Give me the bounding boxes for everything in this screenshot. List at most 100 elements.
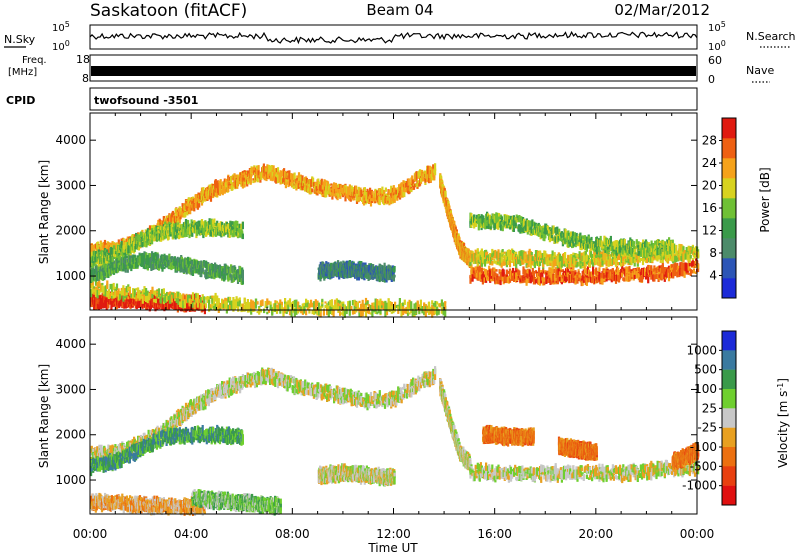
- echo-cell: [504, 252, 506, 254]
- nave-label: Nave: [746, 64, 774, 77]
- echo-cell: [395, 188, 397, 190]
- echo-cell: [622, 257, 624, 261]
- echo-band: [242, 163, 436, 206]
- echo-cell: [497, 277, 499, 285]
- freq-label-1: Freq.: [22, 55, 47, 66]
- echo-cell: [633, 241, 635, 244]
- echo-cell: [607, 270, 609, 273]
- echo-cell: [554, 252, 556, 257]
- echo-cell: [556, 227, 558, 236]
- echo-cell: [529, 269, 531, 277]
- noise-right-label: N.Search: [746, 30, 796, 43]
- echo-cell: [549, 263, 551, 267]
- freq-panel: Freq. [MHz] 18 8 60 0 Nave: [8, 53, 774, 86]
- echo-cell: [591, 277, 593, 283]
- echo-cell: [525, 270, 527, 277]
- echo-cell: [106, 280, 108, 289]
- echo-cell: [493, 259, 495, 264]
- echo-cell: [512, 268, 514, 273]
- echo-cell: [651, 252, 653, 257]
- echo-cell: [576, 279, 578, 284]
- echo-cell: [595, 259, 597, 262]
- echo-cell: [531, 252, 533, 256]
- echo-cell: [479, 267, 481, 273]
- echo-cell: [532, 256, 534, 261]
- noise-trace: [90, 32, 697, 43]
- echo-cell: [692, 258, 694, 260]
- echo-cell: [434, 163, 436, 169]
- noise-tick-bottom-left: 100: [52, 39, 70, 53]
- freq-trace: [91, 66, 696, 76]
- echo-cell: [691, 270, 693, 274]
- echo-cell: [672, 248, 674, 256]
- echo-cell: [600, 252, 602, 255]
- echo-cell: [600, 273, 602, 279]
- echo-cell: [617, 256, 619, 260]
- echo-cell: [627, 259, 629, 263]
- freq-tick-top: 18: [76, 53, 90, 66]
- echo-cell: [592, 266, 594, 275]
- cpid-value: twofsound -3501: [94, 94, 198, 107]
- echo-cell: [600, 254, 602, 258]
- echo-cell: [672, 270, 674, 279]
- echo-cell: [692, 260, 694, 265]
- echo-cell: [486, 222, 488, 226]
- echo-cell: [495, 269, 497, 272]
- freq-label-2: [MHz]: [8, 67, 37, 78]
- echo-cell: [434, 169, 436, 176]
- echo-cell: [559, 254, 561, 263]
- echo-cell: [638, 252, 640, 255]
- echo-band: [439, 173, 472, 268]
- echo-cell: [617, 262, 619, 265]
- echo-cell: [675, 245, 677, 250]
- echo-cell: [179, 217, 181, 220]
- echo-cell: [688, 273, 690, 275]
- echo-cell: [553, 225, 555, 234]
- cpid-panel: CPID twofsound -3501: [6, 88, 697, 110]
- echo-cell: [408, 178, 410, 183]
- echo-cell: [638, 241, 640, 244]
- site-title: Saskatoon (fitACF): [90, 1, 247, 21]
- freq-tick-bottom: 8: [82, 72, 89, 85]
- date-title: 02/Mar/2012: [614, 1, 710, 19]
- echo-cell: [576, 262, 578, 267]
- echo-cell: [623, 277, 625, 281]
- nave-tick-top: 60: [708, 54, 722, 67]
- echo-cell: [497, 251, 499, 257]
- noise-panel: N.Sky 105 100 105 100 N.Search: [4, 20, 796, 53]
- echo-cell: [584, 267, 586, 274]
- echo-cell: [518, 215, 520, 222]
- echo-cell: [601, 261, 603, 265]
- echo-cell: [541, 272, 543, 276]
- echo-cell: [653, 274, 655, 282]
- echo-cell: [671, 264, 673, 268]
- echo-cell: [385, 188, 387, 192]
- echo-cell: [491, 261, 493, 266]
- echo-cell: [472, 274, 474, 282]
- noise-tick-top-right: 105: [708, 20, 726, 34]
- echo-cell: [251, 174, 253, 176]
- echo-cell: [557, 276, 559, 285]
- beam-title: Beam 04: [366, 1, 433, 19]
- echo-cell: [503, 269, 505, 275]
- echo-cell: [690, 255, 692, 259]
- echo-cell: [646, 258, 648, 263]
- echo-band: [90, 279, 446, 318]
- noise-tick-top-left: 105: [52, 20, 70, 34]
- echo-cell: [590, 237, 592, 240]
- echo-band: [469, 212, 674, 258]
- echo-cell: [543, 278, 545, 282]
- echo-cell: [525, 251, 527, 253]
- echo-cell: [311, 188, 313, 192]
- echo-cell: [684, 250, 686, 253]
- echo-cell: [694, 255, 696, 257]
- echo-cell: [582, 262, 584, 266]
- echo-cell: [473, 253, 475, 262]
- nave-tick-bottom: 0: [708, 73, 715, 86]
- echo-cell: [535, 279, 537, 283]
- echo-cell: [693, 269, 695, 273]
- noise-tick-bottom-right: 100: [708, 39, 726, 53]
- echo-cell: [610, 269, 612, 271]
- noise-left-label: N.Sky: [4, 33, 36, 46]
